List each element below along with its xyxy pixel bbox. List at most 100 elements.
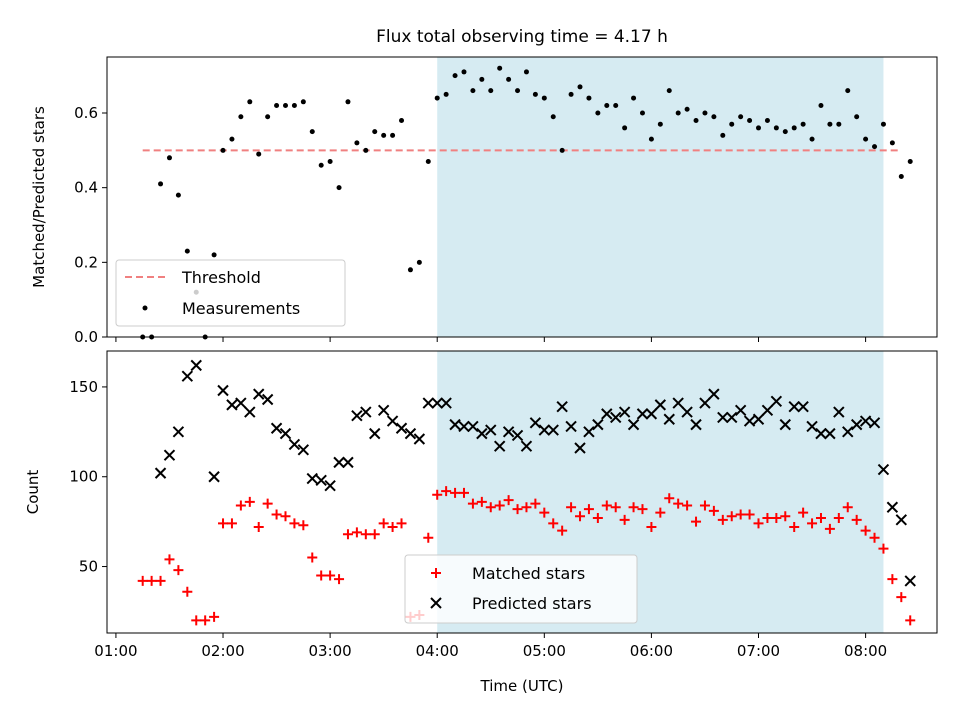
predicted-stars-point [253, 388, 265, 400]
predicted-stars-point [547, 424, 559, 436]
ratio-legend-box [115, 259, 346, 327]
predicted-stars-point [413, 433, 426, 445]
legend-predicted-cross [430, 597, 442, 609]
ratio-panel: 0.0 0.2 0.4 0.6 Matched/Predicted stars Thr… [30, 56, 938, 346]
legend-measurements-marker [142, 305, 148, 311]
predicted-stars-point [270, 422, 283, 434]
predicted-stars-point [850, 418, 863, 431]
x-tick-label: 06:00 [630, 642, 673, 660]
predicted-stars-point [610, 411, 622, 424]
measurement-point [595, 110, 601, 116]
predicted-stars-point [770, 395, 783, 408]
count-axes-frame [106, 350, 938, 634]
predicted-stars-point [342, 456, 354, 469]
predicted-stars-point [395, 422, 408, 434]
predicted-stars-point [369, 427, 381, 440]
matched-stars-point [798, 507, 809, 518]
matched-stars-point [762, 513, 773, 524]
measurement-point [782, 129, 788, 135]
x-tick-label: 08:00 [844, 642, 887, 660]
measurement-point [675, 110, 681, 116]
predicted-stars-point [726, 411, 738, 424]
predicted-stars-point [538, 424, 551, 436]
predicted-stars-point [324, 480, 336, 492]
matched-stars-point [851, 514, 862, 525]
measurement-point [568, 91, 574, 97]
predicted-stars-point [154, 467, 167, 479]
predicted-stars-point [681, 406, 693, 418]
predicted-stars-point [699, 397, 711, 409]
legend-matched-marker [431, 568, 441, 578]
matched-stars-point [664, 493, 675, 504]
predicted-stars-point [672, 397, 684, 409]
matched-stars-point [717, 514, 728, 525]
matched-stars-point [253, 522, 264, 533]
predicted-stars-point [493, 440, 506, 452]
matched-stars-point [423, 532, 434, 543]
measurement-point [336, 185, 342, 191]
predicted-stars-point [868, 417, 881, 429]
predicted-stars-point [485, 424, 497, 436]
predicted-stars-point [431, 397, 443, 409]
measurement-point [515, 88, 521, 94]
matched-stars-point [521, 502, 532, 513]
count-x-ticks: 01:00 02:00 03:00 04:00 05:00 06:00 07:00 08:00 [94, 633, 887, 660]
measurement-point [381, 132, 387, 138]
matched-stars-point [334, 574, 345, 585]
measurement-point [648, 136, 654, 142]
predicted-stars-point [583, 426, 595, 438]
predicted-stars-point [877, 463, 890, 476]
matched-stars-point [476, 496, 487, 507]
measurement-point [836, 121, 842, 127]
measurement-point [452, 73, 458, 79]
measurement-point [872, 144, 878, 150]
measurement-point [327, 159, 333, 165]
measurement-point [220, 147, 226, 153]
matched-stars-point [869, 532, 880, 543]
measurement-point [434, 95, 440, 101]
predicted-stars-point [734, 404, 747, 416]
measurement-point [666, 88, 672, 94]
matched-stars-point [708, 505, 719, 516]
predicted-stars-point [904, 575, 916, 587]
predicted-stars-point [645, 408, 658, 420]
measurement-point [309, 129, 315, 135]
measurement-point [247, 99, 253, 105]
ratio-plot-area [140, 57, 913, 340]
measurement-point [693, 117, 699, 123]
predicted-stars-point [172, 426, 185, 438]
matched-stars-point [691, 516, 702, 527]
ratio-y-tick-label: 0.2 [74, 253, 98, 271]
matched-stars-point [530, 498, 541, 509]
measurement-point [773, 125, 779, 131]
predicted-stars-point [556, 400, 568, 413]
predicted-stars-point [717, 411, 729, 424]
predicted-stars-point [449, 418, 461, 431]
matched-stars-point [209, 611, 220, 622]
ratio-y-ticks: 0.0 0.2 0.4 0.6 [74, 104, 107, 346]
matched-stars-point [575, 511, 586, 522]
legend-matched-plus [431, 568, 441, 578]
predicted-stars-point [824, 427, 836, 440]
matched-stars-point [360, 529, 371, 540]
measurement-point [390, 132, 396, 138]
matched-stars-point [824, 523, 835, 534]
legend-predicted-marker [430, 597, 442, 609]
matched-stars-point [262, 498, 273, 509]
measurement-point [559, 147, 565, 153]
matched-stars-point [298, 520, 309, 531]
measurement-point [586, 95, 592, 101]
predicted-stars-point [618, 406, 631, 418]
matched-stars-point [137, 575, 148, 586]
legend-matched-label: Matched stars [472, 564, 585, 583]
predicted-stars-point [601, 408, 613, 420]
matched-stars-point [726, 511, 737, 522]
measurement-point [372, 129, 378, 135]
matched-stars-point [780, 511, 791, 522]
predicted-stars-point [859, 415, 872, 427]
matched-stars-point [342, 529, 353, 540]
predicted-stars-point [226, 399, 238, 411]
count-y-ticks: 50 100 150 [69, 378, 107, 576]
measurement-point [684, 106, 690, 112]
